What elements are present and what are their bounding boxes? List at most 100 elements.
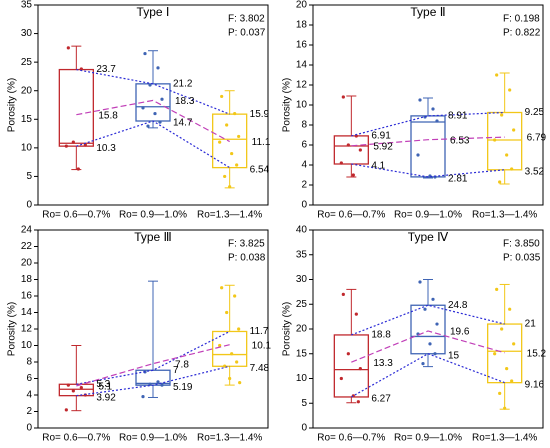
plot-frame bbox=[37, 4, 269, 206]
y-axis-label: Porosity (%) bbox=[7, 78, 18, 132]
data-point bbox=[71, 140, 75, 144]
data-point bbox=[218, 140, 222, 144]
data-point bbox=[146, 124, 150, 128]
q3-connector bbox=[76, 330, 230, 385]
q1-label: 10.3 bbox=[96, 143, 116, 154]
data-point bbox=[512, 128, 516, 132]
data-point bbox=[220, 94, 224, 99]
data-point bbox=[435, 322, 439, 326]
data-point bbox=[351, 173, 355, 177]
data-point bbox=[235, 163, 239, 167]
p-value: P: 0.038 bbox=[228, 253, 266, 264]
y-tick-label: 30 bbox=[21, 28, 33, 39]
data-point bbox=[237, 134, 241, 139]
x-tick-label: Ro= 0.6—0.7% bbox=[317, 433, 385, 444]
box bbox=[410, 304, 446, 355]
data-point bbox=[225, 123, 229, 127]
x-tick-label: Ro= 0.9—1.0% bbox=[119, 210, 187, 221]
f-statistic: F: 3.850 bbox=[503, 239, 540, 250]
data-point bbox=[64, 408, 68, 412]
q3-label: 15.9 bbox=[250, 109, 270, 120]
data-point bbox=[339, 161, 343, 165]
box bbox=[333, 135, 369, 165]
y-tick-label: 6 bbox=[26, 373, 32, 384]
q1-label: 6.27 bbox=[371, 394, 391, 405]
box bbox=[58, 68, 94, 147]
mean-connector bbox=[76, 99, 230, 143]
y-tick-label: 0 bbox=[301, 200, 307, 211]
y-tick-label: 14 bbox=[296, 60, 308, 71]
q1-label: 3.52 bbox=[525, 166, 545, 177]
data-point bbox=[339, 376, 343, 381]
data-point bbox=[158, 120, 162, 124]
y-tick-label: 35 bbox=[21, 0, 33, 11]
q3-label: 7 bbox=[173, 365, 179, 376]
p-value: P: 0.822 bbox=[503, 28, 541, 39]
q3-label: 6.91 bbox=[371, 131, 391, 142]
q1-label: 4.1 bbox=[371, 161, 385, 172]
q1-connector bbox=[351, 353, 505, 398]
mean-label: 6.53 bbox=[450, 135, 470, 146]
y-tick-label: 25 bbox=[296, 299, 308, 310]
data-point bbox=[433, 352, 437, 356]
mean-connector bbox=[351, 330, 505, 363]
y-tick-label: 15 bbox=[296, 348, 308, 359]
q3-label: 23.7 bbox=[96, 64, 116, 75]
y-tick-label: 10 bbox=[296, 100, 308, 111]
data-point bbox=[141, 106, 145, 110]
data-point bbox=[220, 286, 224, 290]
q1-label: 14.7 bbox=[173, 118, 193, 129]
q3-label: 5.3 bbox=[96, 379, 110, 390]
data-point bbox=[238, 381, 242, 385]
data-point bbox=[493, 352, 497, 356]
data-point bbox=[508, 307, 512, 311]
q1-label: 5.19 bbox=[173, 382, 193, 393]
data-point bbox=[156, 380, 160, 384]
y-tick-label: 0 bbox=[301, 423, 307, 434]
q3-label: 18.8 bbox=[371, 330, 391, 341]
y-tick-label: 25 bbox=[21, 57, 33, 68]
q3-label: 24.8 bbox=[448, 300, 468, 311]
q3-label: 21 bbox=[525, 319, 537, 330]
x-tick-label: Ro=1.3—1.4% bbox=[197, 210, 262, 221]
y-tick-label: 20 bbox=[296, 0, 308, 11]
y-tick-label: 15 bbox=[21, 114, 33, 125]
data-point bbox=[346, 352, 350, 356]
data-point bbox=[431, 107, 435, 111]
data-point bbox=[153, 111, 157, 116]
data-point bbox=[156, 66, 160, 70]
data-point bbox=[230, 151, 234, 156]
data-point bbox=[356, 400, 360, 404]
data-point bbox=[341, 95, 345, 99]
y-tick-label: 5 bbox=[26, 171, 32, 182]
box bbox=[333, 334, 369, 398]
data-point bbox=[505, 153, 509, 157]
q1-label: 6.54 bbox=[250, 164, 270, 175]
mean-label: 13.3 bbox=[373, 358, 393, 369]
x-tick-label: Ro= 0.9—1.0% bbox=[119, 433, 187, 444]
data-point bbox=[495, 73, 499, 77]
mean-label: 7.8 bbox=[175, 359, 189, 370]
data-point bbox=[76, 167, 80, 171]
y-axis-label: Porosity (%) bbox=[7, 302, 18, 356]
data-point bbox=[500, 327, 504, 331]
y-tick-label: 2 bbox=[26, 406, 32, 417]
data-point bbox=[233, 111, 237, 116]
q1-connector bbox=[76, 365, 230, 397]
data-point bbox=[416, 153, 420, 157]
data-point bbox=[428, 342, 432, 346]
y-tick-label: 0 bbox=[26, 200, 32, 211]
y-tick-label: 12 bbox=[296, 80, 308, 91]
box bbox=[212, 113, 248, 169]
q1-label: 7.48 bbox=[250, 363, 270, 374]
x-tick-label: Ro= 0.9—1.0% bbox=[394, 433, 462, 444]
x-tick-label: Ro= 0.6—0.7% bbox=[317, 210, 385, 221]
data-point bbox=[230, 352, 234, 356]
y-axis-label: Porosity (%) bbox=[282, 302, 293, 356]
data-point bbox=[79, 385, 83, 390]
box bbox=[410, 115, 446, 178]
y-tick-label: 12 bbox=[21, 324, 33, 335]
data-point bbox=[508, 88, 512, 92]
f-statistic: F: 3.802 bbox=[228, 14, 265, 25]
data-point bbox=[510, 379, 514, 383]
